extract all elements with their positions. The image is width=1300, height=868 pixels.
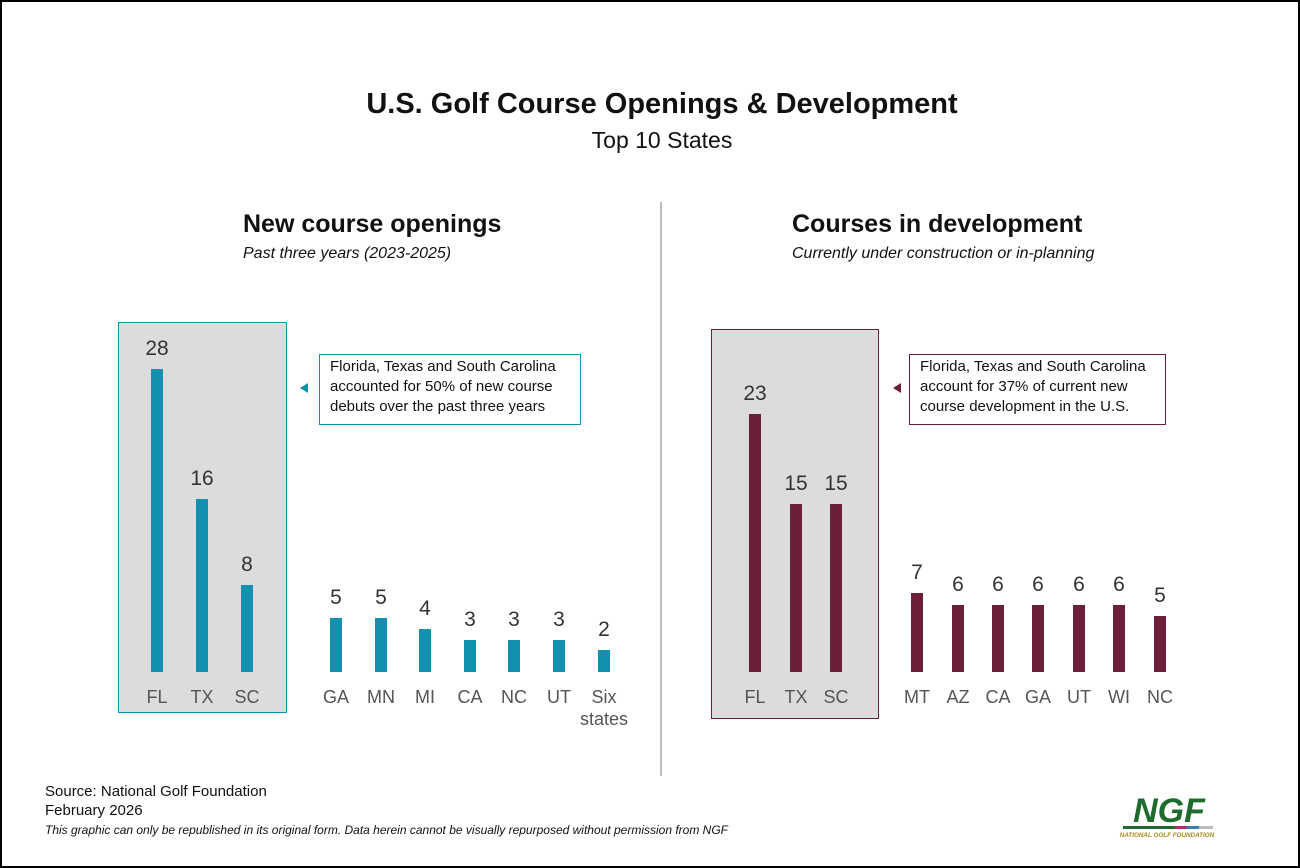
development-category-label: UT bbox=[1067, 687, 1091, 707]
openings-bar bbox=[241, 585, 253, 672]
development-value-label: 15 bbox=[824, 471, 848, 495]
openings-category-label: MI bbox=[415, 687, 435, 707]
development-category-label: TX bbox=[784, 687, 808, 707]
openings-bar bbox=[375, 617, 387, 672]
openings-category-label: SC bbox=[234, 687, 260, 707]
chart-title: U.S. Golf Course Openings & Development bbox=[366, 88, 958, 120]
openings-bar bbox=[196, 498, 208, 672]
chart-subtitle: Top 10 States bbox=[591, 127, 733, 153]
development-panel-subtitle: Currently under construction or in-plann… bbox=[792, 245, 1095, 262]
openings-value-label: 3 bbox=[553, 607, 565, 631]
development-value-label: 6 bbox=[952, 572, 964, 596]
svg-text:NGF: NGF bbox=[1133, 792, 1206, 830]
development-value-label: 15 bbox=[784, 471, 808, 495]
development-bar bbox=[790, 503, 802, 672]
openings-category-label: MN bbox=[367, 687, 395, 707]
development-category-label: NC bbox=[1147, 687, 1173, 707]
openings-category-label: CA bbox=[457, 687, 483, 707]
development-value-label: 23 bbox=[743, 382, 767, 405]
svg-text:NATIONAL GOLF FOUNDATION: NATIONAL GOLF FOUNDATION bbox=[1120, 832, 1215, 839]
openings-panel-subtitle: Past three years (2023-2025) bbox=[243, 245, 452, 262]
development-category-label: MT bbox=[904, 687, 930, 707]
openings-bar bbox=[151, 369, 163, 672]
openings-category-label: UT bbox=[547, 687, 571, 707]
footer-disclaimer: This graphic can only be republished in … bbox=[45, 823, 728, 837]
openings-category-label: FL bbox=[146, 687, 168, 707]
openings-value-label: 16 bbox=[190, 466, 214, 490]
openings-value-label: 5 bbox=[375, 585, 387, 609]
development-bar bbox=[749, 414, 761, 672]
openings-panel-title: New course openings bbox=[243, 210, 502, 238]
development-value-label: 6 bbox=[1113, 572, 1125, 596]
openings-callout-arrow-icon bbox=[300, 383, 308, 393]
openings-value-label: 28 bbox=[145, 337, 169, 360]
development-bar bbox=[952, 604, 964, 672]
development-category-label: SC bbox=[823, 687, 849, 707]
development-value-label: 6 bbox=[992, 572, 1004, 596]
development-value-label: 7 bbox=[911, 561, 923, 585]
development-category-label: GA bbox=[1024, 687, 1051, 707]
development-panel-title: Courses in development bbox=[792, 210, 1083, 238]
openings-category-label: GA bbox=[322, 687, 349, 707]
development-bar bbox=[1154, 615, 1166, 672]
development-value-label: 6 bbox=[1032, 572, 1044, 596]
development-callout: Florida, Texas and South Carolina accoun… bbox=[909, 354, 1166, 425]
openings-value-label: 4 bbox=[419, 596, 431, 620]
development-bar bbox=[1073, 604, 1085, 672]
openings-callout: Florida, Texas and South Carolina accoun… bbox=[319, 354, 581, 425]
openings-bar bbox=[553, 639, 565, 672]
development-callout-arrow-icon bbox=[893, 383, 901, 393]
openings-category-label: NC bbox=[501, 687, 527, 707]
development-bar bbox=[1032, 604, 1044, 672]
openings-value-label: 3 bbox=[464, 607, 476, 631]
openings-bar bbox=[419, 628, 431, 672]
openings-value-label: 8 bbox=[241, 553, 253, 577]
development-category-label: WI bbox=[1108, 687, 1130, 707]
openings-category-label: Six states bbox=[579, 687, 629, 729]
openings-bar bbox=[508, 639, 520, 672]
openings-value-label: 5 bbox=[330, 585, 342, 609]
openings-bar bbox=[598, 650, 610, 672]
ngf-logo-icon: NGF NATIONAL GOLF FOUNDATION bbox=[1120, 792, 1215, 839]
development-category-label: CA bbox=[985, 687, 1011, 707]
development-bar bbox=[911, 593, 923, 672]
development-category-label: AZ bbox=[946, 687, 970, 707]
development-category-label: FL bbox=[744, 687, 766, 707]
footer-date: February 2026 bbox=[45, 802, 143, 819]
openings-category-label: TX bbox=[190, 687, 214, 707]
development-bar bbox=[992, 604, 1004, 672]
development-value-label: 5 bbox=[1154, 583, 1166, 607]
ngf-logo: NGF NATIONAL GOLF FOUNDATION bbox=[1117, 792, 1222, 845]
footer-source: Source: National Golf Foundation bbox=[45, 783, 267, 800]
openings-bar bbox=[330, 617, 342, 672]
openings-bar bbox=[464, 639, 476, 672]
openings-value-label: 3 bbox=[508, 607, 520, 631]
development-bar bbox=[830, 503, 842, 672]
development-bar bbox=[1113, 604, 1125, 672]
openings-value-label: 2 bbox=[598, 618, 610, 642]
panel-divider bbox=[660, 202, 662, 776]
development-value-label: 6 bbox=[1073, 572, 1085, 596]
